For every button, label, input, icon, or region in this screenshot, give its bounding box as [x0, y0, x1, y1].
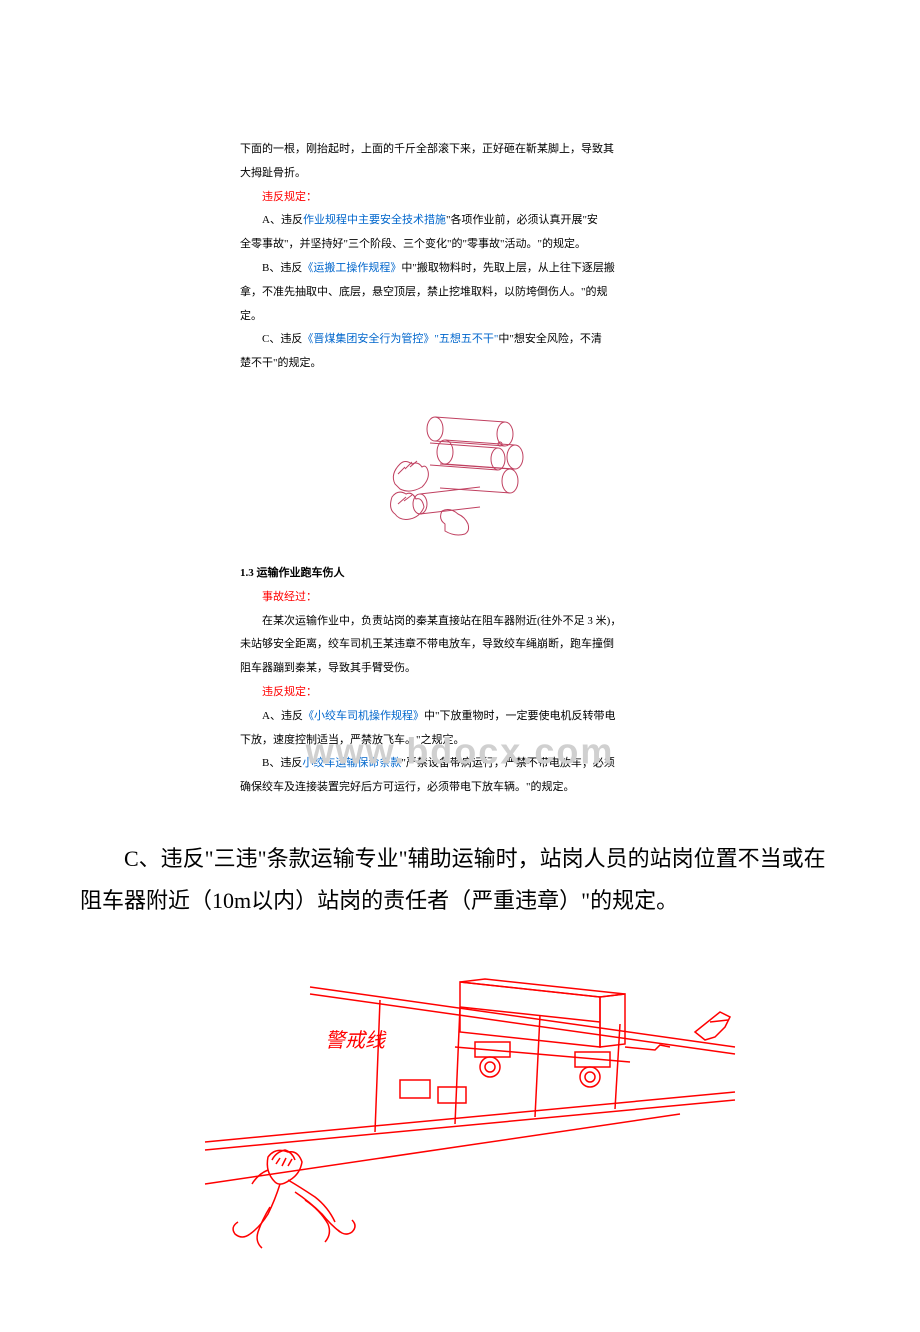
point-b2-text-1: "严禁设备带病运行，严禁不带电放车；必须 — [401, 757, 615, 769]
watermark-region: www.bdocx.com A、违反《小绞车司机操作规程》中"下放重物时，一定要… — [240, 707, 680, 798]
point-c-link: 《晋煤集团安全行为管控》"五想五不干" — [302, 333, 498, 345]
point-b-line-1: B、违反《运搬工操作规程》中"搬取物料时，先取上层，从上往下逐层搬 — [240, 259, 680, 279]
point-c-prefix: C、违反 — [262, 333, 302, 345]
point-a2-prefix: A、违反 — [262, 710, 303, 722]
point-a-line-2: 全零事故"，并坚持好"三个阶段、三个变化"的"零事故"活动。"的规定。 — [240, 235, 680, 255]
point-a2-link: 《小绞车司机操作规程》 — [303, 710, 424, 722]
point-b2-link: 小绞车运输保命条款 — [302, 757, 401, 769]
point-a-prefix: A、违反 — [262, 214, 303, 226]
point-c-line-2: 楚不干"的规定。 — [240, 354, 680, 374]
point-b2-line-1: B、违反小绞车运输保命条款"严禁设备带病运行，严禁不带电放车；必须 — [240, 754, 680, 774]
section-1-3-title: 1.3 运输作业跑车伤人 — [240, 564, 680, 584]
large-paragraph: C、违反"三违"条款运输专业"辅助运输时，站岗人员的站岗位置不当或在阻车器附近（… — [80, 838, 840, 922]
small-document-section: 下面的一根，刚抬起时，上面的千斤全部滚下来，正好砸在靳某脚上，导致其 大拇趾骨折… — [240, 140, 680, 798]
pipes-illustration — [350, 389, 570, 549]
point-c-text-1: 中"想安全风险，不清 — [498, 333, 602, 345]
point-b-line-2: 拿，不准先抽取中、底层，悬空顶层，禁止挖堆取料，以防垮倒伤人。"的规 — [240, 283, 680, 303]
point-a-text-1: "各项作业前，必须认真开展"安 — [446, 214, 598, 226]
point-b2-line-2: 确保绞车及连接装置完好后方可运行，必须带电下放车辆。"的规定。 — [240, 778, 680, 798]
point-a-link: 作业规程中主要安全技术措施 — [303, 214, 446, 226]
warning-line-label: 警戒线 — [325, 1030, 387, 1052]
accident-line-2: 未站够安全距离，绞车司机王某违章不带电放车，导致绞车绳崩断，跑车撞倒 — [240, 635, 680, 655]
violation-label-2: 违反规定： — [240, 683, 680, 703]
violation-label: 违反规定： — [240, 188, 680, 208]
point-b2-prefix: B、违反 — [262, 757, 302, 769]
mine-cart-illustration: 警戒线 — [180, 952, 740, 1272]
point-c-line-1: C、违反《晋煤集团安全行为管控》"五想五不干"中"想安全风险，不清 — [240, 330, 680, 350]
point-a-line-1: A、违反作业规程中主要安全技术措施"各项作业前，必须认真开展"安 — [240, 211, 680, 231]
point-a2-line-1: A、违反《小绞车司机操作规程》中"下放重物时，一定要使电机反转带电 — [240, 707, 680, 727]
accident-line-3: 阻车器蹦到秦某，导致其手臂受伤。 — [240, 659, 680, 679]
intro-line-1: 下面的一根，刚抬起时，上面的千斤全部滚下来，正好砸在靳某脚上，导致其 — [240, 140, 680, 160]
intro-line-2: 大拇趾骨折。 — [240, 164, 680, 184]
point-b-text-1: 中"搬取物料时，先取上层，从上往下逐层搬 — [401, 262, 615, 274]
point-b-line-3: 定。 — [240, 307, 680, 327]
point-a2-text-1: 中"下放重物时，一定要使电机反转带电 — [424, 710, 616, 722]
document-page: 下面的一根，刚抬起时，上面的千斤全部滚下来，正好砸在靳某脚上，导致其 大拇趾骨折… — [0, 0, 920, 1332]
accident-label: 事故经过： — [240, 588, 680, 608]
point-b-prefix: B、违反 — [262, 262, 302, 274]
accident-line-1: 在某次运输作业中，负责站岗的秦某直接站在阻车器附近(往外不足 3 米)， — [240, 612, 680, 632]
point-b-link: 《运搬工操作规程》 — [302, 262, 401, 274]
point-a2-line-2: 下放，速度控制适当，严禁放飞车。"之规定。 — [240, 731, 680, 751]
large-text-section: C、违反"三违"条款运输专业"辅助运输时，站岗人员的站岗位置不当或在阻车器附近（… — [60, 838, 860, 922]
